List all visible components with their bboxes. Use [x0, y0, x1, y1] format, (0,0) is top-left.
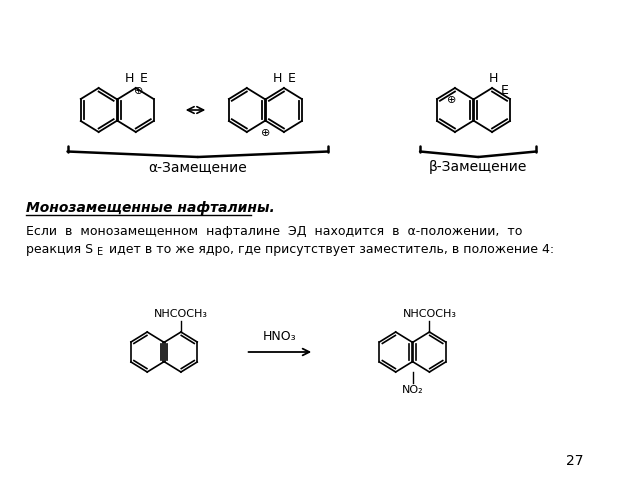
Text: HNO₃: HNO₃ [262, 330, 296, 343]
Text: реакция S: реакция S [26, 242, 93, 255]
Text: 27: 27 [566, 454, 583, 468]
Text: ⊕: ⊕ [447, 95, 456, 105]
Text: NHCOCH₃: NHCOCH₃ [154, 309, 208, 319]
Text: NO₂: NO₂ [402, 385, 424, 395]
Text: E: E [287, 72, 295, 85]
Text: ⊕: ⊕ [134, 86, 143, 96]
Text: идет в то же ядро, где присутствует заместитель, в положение 4:: идет в то же ядро, где присутствует заме… [105, 242, 554, 255]
Text: α-Замещение: α-Замещение [148, 160, 247, 174]
Text: Если  в  монозамещенном  нафталине  ЭД  находится  в  α-положении,  то: Если в монозамещенном нафталине ЭД наход… [26, 226, 523, 239]
Text: E: E [97, 247, 102, 257]
Text: E: E [500, 84, 508, 97]
Text: Монозамещенные нафталины.: Монозамещенные нафталины. [26, 201, 275, 215]
Text: ⊕: ⊕ [260, 128, 270, 138]
Text: H: H [489, 72, 499, 85]
Text: H: H [273, 72, 282, 85]
Text: β-Замещение: β-Замещение [429, 160, 527, 174]
Text: NHCOCH₃: NHCOCH₃ [403, 309, 456, 319]
Text: E: E [140, 72, 147, 85]
Text: H: H [125, 72, 134, 85]
